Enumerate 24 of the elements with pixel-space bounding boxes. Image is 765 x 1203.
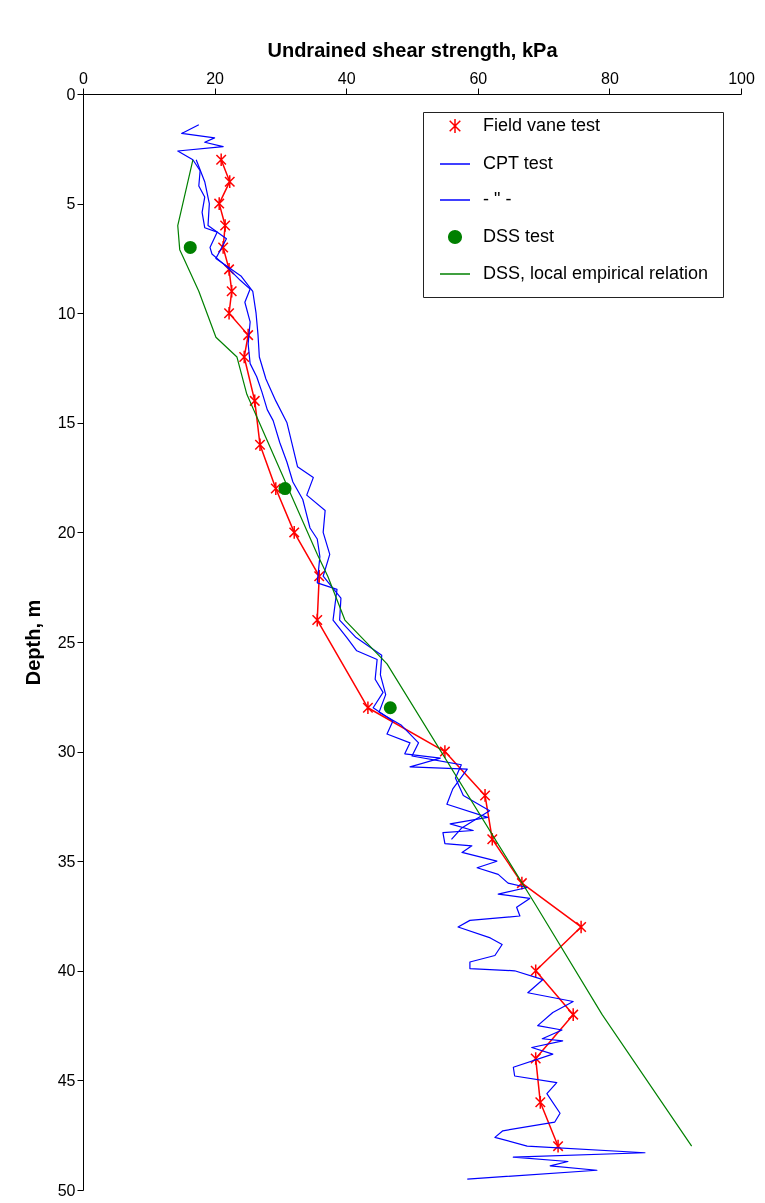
x-tick-label: 80 — [601, 69, 619, 87]
y-tick-label: 50 — [57, 1181, 76, 1199]
y-tick-label: 25 — [57, 633, 76, 651]
y-tick-label: 40 — [57, 962, 76, 980]
legend-label: DSS test — [483, 226, 555, 246]
x-tick-label: 60 — [469, 69, 488, 87]
x-tick-label: 20 — [206, 69, 225, 87]
y-tick-label: 10 — [57, 304, 76, 322]
x-tick-label: 100 — [728, 69, 755, 87]
legend-label: DSS, local empirical relation — [483, 263, 709, 283]
y-tick-label: 30 — [57, 743, 76, 761]
y-tick-label: 35 — [57, 852, 76, 870]
legend-label: Field vane test — [483, 115, 601, 135]
y-tick-label: 15 — [57, 414, 76, 432]
x-axis-title: Undrained shear strength, kPa — [267, 38, 559, 61]
y-tick-label: 20 — [57, 523, 76, 541]
x-tick-label: 0 — [79, 69, 89, 87]
y-tick-label: 5 — [66, 195, 76, 213]
y-axis-title: Depth, m — [21, 599, 44, 686]
y-tick-label: 45 — [57, 1071, 76, 1089]
legend-label: - " - — [483, 189, 512, 209]
legend-label: CPT test — [483, 153, 553, 173]
x-tick-label: 40 — [337, 69, 356, 87]
y-tick-label: 0 — [66, 85, 76, 103]
